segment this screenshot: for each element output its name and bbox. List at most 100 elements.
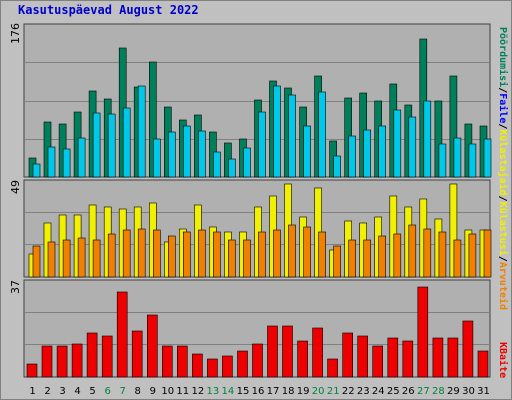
kbytes-bar-day-12 — [192, 353, 203, 378]
files-bar-day-17 — [273, 85, 281, 178]
files-bar-day-21 — [333, 155, 341, 178]
kbytes-bar-day-2 — [41, 345, 53, 378]
sites-bar-day-17 — [273, 229, 281, 278]
x-tick-label-day-29: 29 — [447, 386, 460, 397]
x-tick-label-day-2: 2 — [44, 386, 50, 397]
kbytes-bar-day-21 — [327, 358, 338, 378]
sites-bar-day-4 — [77, 237, 86, 278]
x-tick-label-day-18: 18 — [282, 386, 295, 397]
files-bar-day-15 — [243, 147, 251, 178]
sites-bar-day-14 — [228, 239, 236, 278]
files-bar-day-8 — [137, 85, 146, 178]
x-tick-label-day-13: 13 — [207, 386, 220, 397]
files-bar-day-18 — [288, 94, 296, 178]
kbytes-bar-day-13 — [207, 358, 218, 378]
files-bar-day-31 — [483, 138, 492, 178]
x-tick-label-day-7: 7 — [120, 386, 126, 397]
sites-bar-day-20 — [318, 231, 326, 278]
files-bar-day-4 — [77, 137, 86, 178]
x-tick-label-day-3: 3 — [59, 386, 65, 397]
kbytes-bar-day-9 — [147, 314, 158, 378]
x-tick-label-day-10: 10 — [161, 386, 174, 397]
kbytes-bar-day-5 — [86, 332, 98, 378]
kbytes-bar-day-26 — [402, 340, 414, 378]
sites-bar-day-22 — [348, 239, 357, 278]
sites-bar-day-27 — [423, 228, 432, 278]
x-tick-label-day-5: 5 — [89, 386, 95, 397]
files-bar-day-23 — [363, 129, 372, 178]
sites-bar-day-6 — [107, 233, 116, 278]
sites-bar-day-7 — [122, 229, 131, 278]
x-tick-label-day-19: 19 — [297, 386, 310, 397]
kbytes-bar-day-25 — [387, 337, 399, 378]
kbytes-bar-day-27 — [417, 286, 429, 378]
chart-title: Kasutuspäevad August 2022 — [18, 3, 199, 17]
x-tick-label-day-14: 14 — [222, 386, 235, 397]
x-tick-label-day-20: 20 — [312, 386, 325, 397]
x-tick-label-day-27: 27 — [417, 386, 430, 397]
sites-bar-day-26 — [408, 224, 417, 278]
x-tick-label-day-25: 25 — [387, 386, 400, 397]
files-bar-day-10 — [168, 131, 176, 178]
sites-bar-day-10 — [168, 235, 176, 278]
visits-bar-day-29 — [449, 183, 458, 278]
sites-bar-day-3 — [62, 239, 71, 278]
sites-bar-day-9 — [153, 229, 161, 278]
x-tick-label-day-16: 16 — [252, 386, 265, 397]
files-bar-day-1 — [32, 163, 41, 178]
hits-bar-day-29 — [449, 75, 458, 178]
x-tick-label-day-23: 23 — [357, 386, 370, 397]
kbytes-bar-day-23 — [357, 335, 369, 378]
x-tick-label-day-30: 30 — [462, 386, 475, 397]
kbytes-bar-day-19 — [297, 340, 308, 378]
kbytes-bar-day-11 — [177, 345, 188, 378]
x-tick-label-day-22: 22 — [342, 386, 355, 397]
kbytes-bar-day-29 — [447, 337, 459, 378]
kbytes-bar-day-8 — [131, 330, 143, 378]
x-tick-label-day-9: 9 — [150, 386, 156, 397]
files-bar-day-11 — [183, 125, 191, 178]
files-bar-day-20 — [318, 91, 326, 178]
x-tick-label-day-12: 12 — [192, 386, 205, 397]
sites-bar-day-5 — [92, 239, 101, 278]
kbytes-bar-day-1 — [26, 363, 38, 378]
files-bar-day-19 — [303, 125, 311, 178]
kbytes-bar-day-14 — [222, 355, 233, 378]
sites-bar-day-30 — [468, 233, 477, 278]
files-bar-day-26 — [408, 116, 417, 178]
files-bar-day-5 — [92, 112, 101, 178]
sites-bar-day-13 — [213, 231, 221, 278]
sites-bar-day-18 — [288, 224, 296, 278]
x-tick-label-day-21: 21 — [327, 386, 340, 397]
kbytes-bar-day-16 — [252, 343, 263, 378]
files-bar-day-30 — [468, 143, 477, 178]
sites-bar-day-15 — [243, 239, 251, 278]
kbytes-bar-day-15 — [237, 350, 248, 378]
kbytes-bar-day-28 — [432, 337, 444, 378]
x-tick-label-day-15: 15 — [237, 386, 250, 397]
files-bar-day-22 — [348, 135, 357, 178]
kbytes-bar-day-18 — [282, 325, 293, 378]
files-bar-day-12 — [198, 130, 206, 178]
x-tick-label-day-11: 11 — [176, 386, 189, 397]
files-bar-day-14 — [228, 158, 236, 178]
kbytes-bar-day-4 — [71, 343, 83, 378]
kbytes-bar-day-31 — [477, 350, 489, 378]
sites-bar-day-8 — [137, 228, 146, 278]
kbytes-bar-day-6 — [101, 335, 113, 378]
sites-bar-day-12 — [198, 229, 206, 278]
sites-bar-day-11 — [183, 231, 191, 278]
sites-bar-day-25 — [393, 233, 402, 278]
kbytes-bar-day-30 — [462, 320, 474, 378]
files-bar-day-16 — [258, 111, 266, 178]
files-bar-day-29 — [453, 137, 462, 178]
sites-bar-day-16 — [258, 231, 266, 278]
x-tick-label-day-6: 6 — [105, 386, 111, 397]
sites-bar-day-31 — [483, 229, 492, 278]
kbytes-bar-day-7 — [116, 291, 128, 378]
files-bar-day-28 — [438, 143, 447, 178]
kbytes-bar-day-22 — [342, 332, 354, 378]
sites-bar-day-21 — [333, 245, 341, 278]
